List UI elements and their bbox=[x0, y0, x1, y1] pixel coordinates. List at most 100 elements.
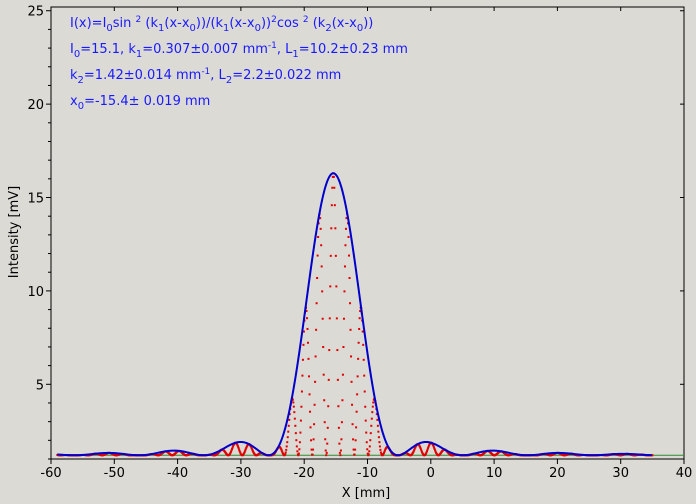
data-point bbox=[309, 410, 312, 413]
data-point bbox=[337, 426, 340, 429]
data-point bbox=[372, 401, 375, 404]
data-point bbox=[366, 448, 369, 451]
data-point bbox=[229, 451, 232, 454]
data-point bbox=[321, 317, 324, 320]
data-point bbox=[368, 445, 371, 448]
data-point bbox=[358, 317, 361, 320]
data-point bbox=[418, 445, 421, 448]
data-point bbox=[293, 417, 296, 420]
data-point bbox=[329, 254, 332, 257]
x-axis-label: X [mm] bbox=[342, 486, 391, 501]
data-point bbox=[231, 446, 234, 449]
data-point bbox=[230, 449, 233, 452]
data-point bbox=[345, 217, 348, 220]
data-point bbox=[344, 244, 347, 247]
data-point bbox=[251, 449, 254, 452]
data-point bbox=[288, 418, 291, 421]
data-point bbox=[418, 444, 421, 447]
data-point bbox=[413, 448, 416, 451]
data-point bbox=[321, 290, 324, 293]
data-point bbox=[363, 374, 366, 377]
data-point bbox=[292, 405, 295, 408]
data-point bbox=[379, 451, 382, 454]
data-point bbox=[334, 227, 337, 230]
data-point bbox=[365, 441, 368, 444]
data-point bbox=[420, 449, 423, 452]
data-point bbox=[305, 317, 308, 320]
data-point bbox=[382, 453, 385, 456]
data-point bbox=[325, 451, 328, 454]
data-point bbox=[413, 447, 416, 450]
data-point bbox=[300, 390, 303, 393]
x-tick-label: -10 bbox=[357, 466, 378, 481]
data-point bbox=[236, 444, 239, 447]
data-point bbox=[367, 453, 370, 456]
measured-points bbox=[56, 172, 654, 457]
data-point bbox=[308, 375, 311, 378]
data-point bbox=[322, 346, 325, 349]
data-point bbox=[354, 439, 357, 442]
data-point bbox=[287, 424, 290, 427]
data-point bbox=[286, 441, 289, 444]
data-point bbox=[301, 358, 304, 361]
x-tick-label: 30 bbox=[612, 466, 629, 481]
data-point bbox=[365, 431, 368, 434]
data-point bbox=[342, 317, 345, 320]
data-point bbox=[313, 403, 316, 406]
data-point bbox=[370, 417, 373, 420]
data-point bbox=[427, 445, 430, 448]
data-point bbox=[369, 432, 372, 435]
data-point bbox=[357, 341, 360, 344]
data-point bbox=[433, 448, 436, 451]
data-point bbox=[250, 446, 253, 449]
data-point bbox=[231, 448, 234, 451]
data-point bbox=[310, 448, 313, 451]
data-point bbox=[334, 254, 337, 257]
x-tick-label: -20 bbox=[294, 466, 315, 481]
data-point bbox=[294, 432, 297, 435]
data-point bbox=[341, 399, 344, 402]
data-point bbox=[311, 453, 314, 456]
data-point bbox=[317, 235, 320, 238]
data-point bbox=[343, 265, 346, 268]
y-tick-label: 5 bbox=[36, 378, 44, 393]
data-point bbox=[322, 373, 325, 376]
data-point bbox=[294, 424, 297, 427]
data-point bbox=[355, 410, 358, 413]
data-point bbox=[411, 451, 414, 454]
data-point bbox=[333, 204, 336, 207]
data-point bbox=[333, 186, 336, 189]
data-point bbox=[300, 405, 303, 408]
data-point bbox=[433, 446, 436, 449]
data-point bbox=[288, 413, 291, 416]
data-point bbox=[319, 217, 322, 220]
data-point bbox=[316, 254, 319, 257]
x-tick-label: 0 bbox=[427, 466, 435, 481]
data-point bbox=[315, 302, 318, 305]
data-point bbox=[310, 439, 313, 442]
data-point bbox=[308, 393, 311, 396]
data-point bbox=[426, 448, 429, 451]
data-point bbox=[427, 447, 430, 450]
data-point bbox=[364, 405, 367, 408]
y-tick-label: 10 bbox=[27, 285, 44, 300]
data-point bbox=[356, 393, 359, 396]
fit-params-line-2: k2=1.42±0.014 mm-1, L2=2.2±0.022 mm bbox=[70, 67, 341, 86]
data-point bbox=[377, 436, 380, 439]
data-point bbox=[281, 451, 284, 454]
data-point bbox=[306, 341, 309, 344]
data-point bbox=[350, 355, 353, 358]
data-point bbox=[302, 330, 305, 333]
data-point bbox=[327, 405, 330, 408]
data-point bbox=[426, 450, 429, 453]
data-point bbox=[312, 448, 315, 451]
fit-formula: I(x)=I0sin 2 (k1(x-x0))/(k1(x-x0))2cos 2… bbox=[70, 15, 373, 34]
data-point bbox=[312, 438, 315, 441]
data-point bbox=[355, 426, 358, 429]
data-point bbox=[315, 328, 318, 331]
data-point bbox=[313, 423, 316, 426]
x-tick-label: 40 bbox=[676, 466, 693, 481]
data-point bbox=[434, 449, 437, 452]
data-point bbox=[298, 448, 301, 451]
data-point bbox=[368, 450, 371, 453]
